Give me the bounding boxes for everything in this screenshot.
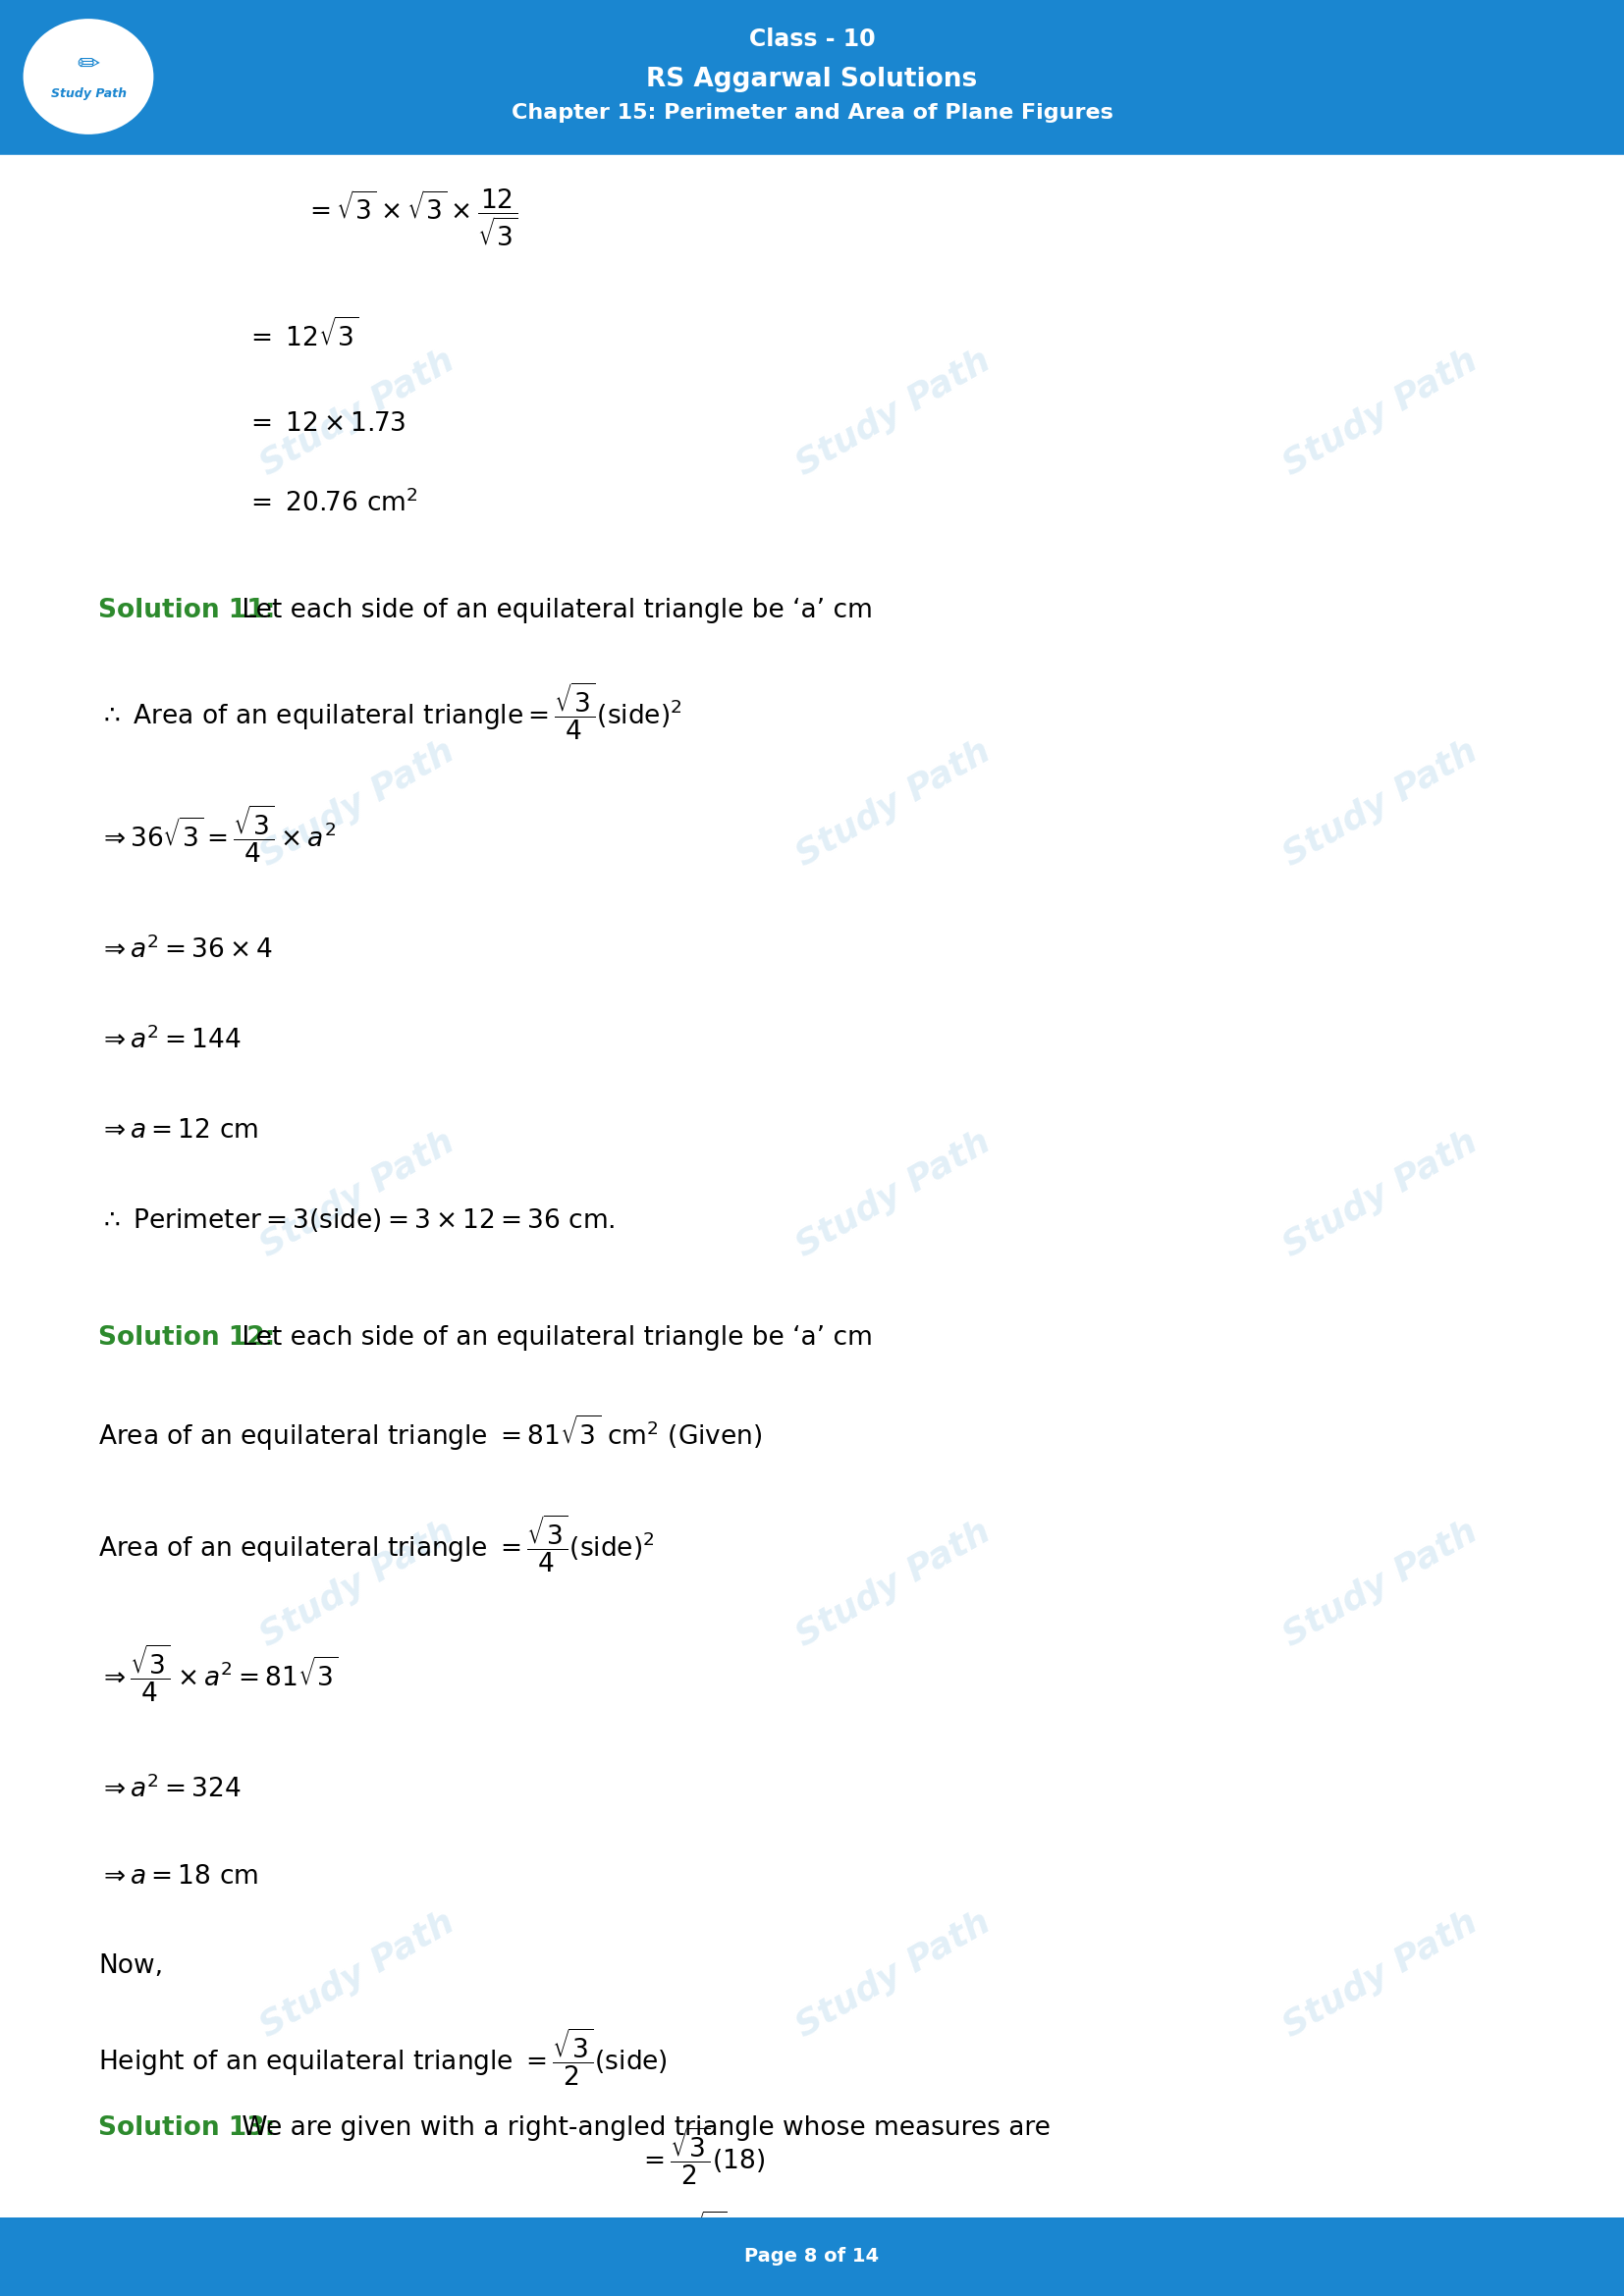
Text: Study Path: Study Path <box>791 1125 996 1263</box>
Text: $\Rightarrow \dfrac{\sqrt{3}}{4} \times a^2 = 81\sqrt{3}$: $\Rightarrow \dfrac{\sqrt{3}}{4} \times … <box>97 1644 339 1704</box>
Text: $\therefore\ \mathrm{Perimeter} = 3(\mathrm{side}) = 3 \times 12 = 36\ \mathrm{c: $\therefore\ \mathrm{Perimeter} = 3(\mat… <box>97 1205 615 1233</box>
Text: We are given with a right-angled triangle whose measures are: We are given with a right-angled triangl… <box>234 2115 1051 2140</box>
Bar <box>0 2218 1624 2296</box>
Text: Solution 12:: Solution 12: <box>97 1325 274 1350</box>
Text: $=\ 20.76\ \mathrm{cm}^2$: $=\ 20.76\ \mathrm{cm}^2$ <box>245 489 417 517</box>
Text: Study Path: Study Path <box>255 1125 460 1263</box>
Text: ✏: ✏ <box>76 51 99 78</box>
Text: $=\ 12\sqrt{3}$: $=\ 12\sqrt{3}$ <box>245 319 359 354</box>
Text: $= \dfrac{\sqrt{3}}{2}(18)$: $= \dfrac{\sqrt{3}}{2}(18)$ <box>638 2126 765 2188</box>
Text: $\therefore\ \mathrm{Area\ of\ an\ equilateral\ triangle} = \dfrac{\sqrt{3}}{4}(: $\therefore\ \mathrm{Area\ of\ an\ equil… <box>97 682 682 742</box>
Bar <box>0 0 1624 152</box>
Text: $\Rightarrow a^2 = 324$: $\Rightarrow a^2 = 324$ <box>97 1775 240 1802</box>
Text: Chapter 15: Perimeter and Area of Plane Figures: Chapter 15: Perimeter and Area of Plane … <box>512 103 1112 122</box>
Text: Study Path: Study Path <box>50 87 127 101</box>
Text: Study Path: Study Path <box>791 344 996 482</box>
Text: Class - 10: Class - 10 <box>749 28 875 51</box>
Text: Height of an equilateral triangle $= \dfrac{\sqrt{3}}{2}(\mathrm{side})$: Height of an equilateral triangle $= \df… <box>97 2027 667 2089</box>
Text: $\Rightarrow a^2 = 36 \times 4$: $\Rightarrow a^2 = 36 \times 4$ <box>97 937 273 964</box>
Text: Area of an equilateral triangle $= \dfrac{\sqrt{3}}{4}(\mathrm{side})^2$: Area of an equilateral triangle $= \dfra… <box>97 1513 654 1575</box>
Text: Solution 13:: Solution 13: <box>97 2115 274 2140</box>
Text: $= 9\sqrt{3}\ \mathrm{cm}.$: $= 9\sqrt{3}\ \mathrm{cm}.$ <box>638 2213 781 2248</box>
Text: $= \sqrt{3} \times \sqrt{3} \times \dfrac{12}{\sqrt{3}}$: $= \sqrt{3} \times \sqrt{3} \times \dfra… <box>304 186 518 248</box>
Text: Study Path: Study Path <box>1278 735 1483 872</box>
Text: $\Rightarrow 36\sqrt{3} = \dfrac{\sqrt{3}}{4} \times a^2$: $\Rightarrow 36\sqrt{3} = \dfrac{\sqrt{3… <box>97 804 336 866</box>
Text: Study Path: Study Path <box>1278 1515 1483 1653</box>
Text: Solution 11:: Solution 11: <box>97 597 276 622</box>
Ellipse shape <box>24 21 153 133</box>
Text: $\Rightarrow a = 12\ \mathrm{cm}$: $\Rightarrow a = 12\ \mathrm{cm}$ <box>97 1118 258 1143</box>
Text: Study Path: Study Path <box>791 1906 996 2043</box>
Text: Study Path: Study Path <box>255 735 460 872</box>
Text: Let each side of an equilateral triangle be ‘a’ cm: Let each side of an equilateral triangle… <box>234 1325 872 1350</box>
Text: Area of an equilateral triangle $= 81\sqrt{3}$ cm$^2$ (Given): Area of an equilateral triangle $= 81\sq… <box>97 1414 762 1453</box>
Text: Study Path: Study Path <box>1278 1125 1483 1263</box>
Text: Study Path: Study Path <box>1278 344 1483 482</box>
Text: $\Rightarrow a = 18\ \mathrm{cm}$: $\Rightarrow a = 18\ \mathrm{cm}$ <box>97 1864 258 1890</box>
Text: Study Path: Study Path <box>791 1515 996 1653</box>
Text: Study Path: Study Path <box>791 735 996 872</box>
Text: Page 8 of 14: Page 8 of 14 <box>745 2248 879 2266</box>
Text: Now,: Now, <box>97 1954 162 1979</box>
Text: Study Path: Study Path <box>1278 1906 1483 2043</box>
Text: Study Path: Study Path <box>255 1515 460 1653</box>
Text: Let each side of an equilateral triangle be ‘a’ cm: Let each side of an equilateral triangle… <box>234 597 872 622</box>
Text: $\Rightarrow a^2 = 144$: $\Rightarrow a^2 = 144$ <box>97 1026 240 1054</box>
Text: RS Aggarwal Solutions: RS Aggarwal Solutions <box>646 67 978 92</box>
Text: Study Path: Study Path <box>255 344 460 482</box>
Text: $=\ 12 \times 1.73$: $=\ 12 \times 1.73$ <box>245 411 406 436</box>
Text: Study Path: Study Path <box>255 1906 460 2043</box>
